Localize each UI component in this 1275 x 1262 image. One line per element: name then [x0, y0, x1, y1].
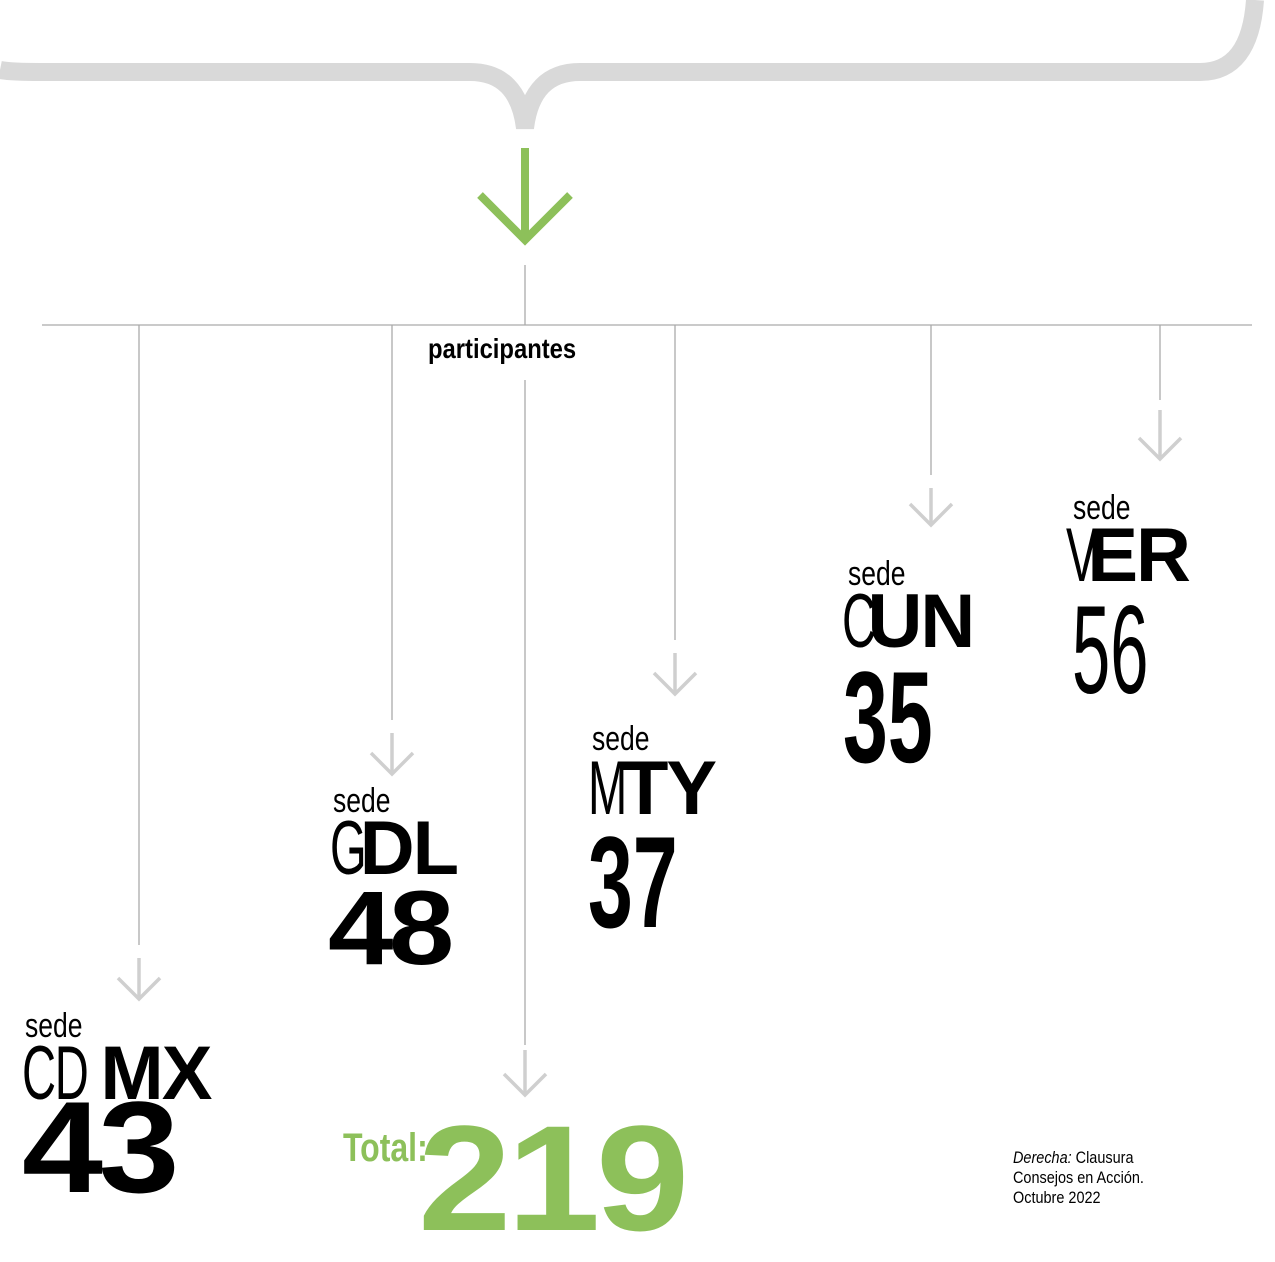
- caption-line: Consejos en Acción.: [1013, 1168, 1144, 1187]
- arrow: [1137, 410, 1183, 462]
- code-light: G: [330, 806, 367, 891]
- caption-line: Octubre 2022: [1013, 1188, 1101, 1207]
- code-bold: TY: [621, 746, 717, 831]
- arrow: [652, 653, 698, 697]
- arrow: [502, 1050, 548, 1098]
- green-arrow: [477, 148, 573, 246]
- sede-prefix: sede: [592, 720, 650, 758]
- sede-value: 37: [588, 809, 678, 955]
- sede-prefix: sede: [1073, 489, 1131, 527]
- lines: [42, 265, 1252, 1045]
- sede-value: 35: [843, 644, 933, 790]
- sede-prefix: sede: [848, 555, 906, 593]
- sede-value: 43: [22, 1074, 179, 1220]
- arrows: [116, 410, 1183, 1098]
- caption: Derecha: Clausura Consejos en Acción. Octu…: [1013, 1148, 1144, 1208]
- sede-code: CUN: [842, 579, 975, 664]
- code-bold: ER: [1087, 513, 1191, 598]
- sede-value: 56: [1072, 581, 1149, 720]
- brace: [0, 0, 1264, 130]
- sede-code: CD MX: [22, 1031, 212, 1116]
- code-light: C: [842, 579, 876, 664]
- code-bold: MX: [100, 1031, 212, 1116]
- code-light: M: [588, 746, 627, 831]
- sede-code: GDL: [330, 806, 459, 891]
- code-bold: UN: [867, 579, 976, 664]
- arrow: [116, 958, 162, 1002]
- code-light: V: [1066, 513, 1097, 598]
- sede-value: 48: [328, 870, 454, 987]
- code-light: CD: [22, 1031, 89, 1116]
- sede-prefix: sede: [333, 782, 391, 820]
- total-value: 219: [418, 1094, 689, 1262]
- sede-code: MTY: [588, 746, 717, 831]
- sede-prefix: sede: [25, 1007, 83, 1045]
- total-label: Total:: [343, 1126, 428, 1170]
- participants-label: participantes: [428, 333, 577, 364]
- caption-emphasis: Derecha:: [1013, 1148, 1072, 1167]
- sede-code: VER: [1066, 513, 1191, 598]
- caption-text: Clausura: [1075, 1148, 1134, 1167]
- arrow: [369, 733, 415, 777]
- arrow: [908, 488, 954, 528]
- code-bold: DL: [359, 806, 459, 891]
- connectors: [0, 0, 1264, 1098]
